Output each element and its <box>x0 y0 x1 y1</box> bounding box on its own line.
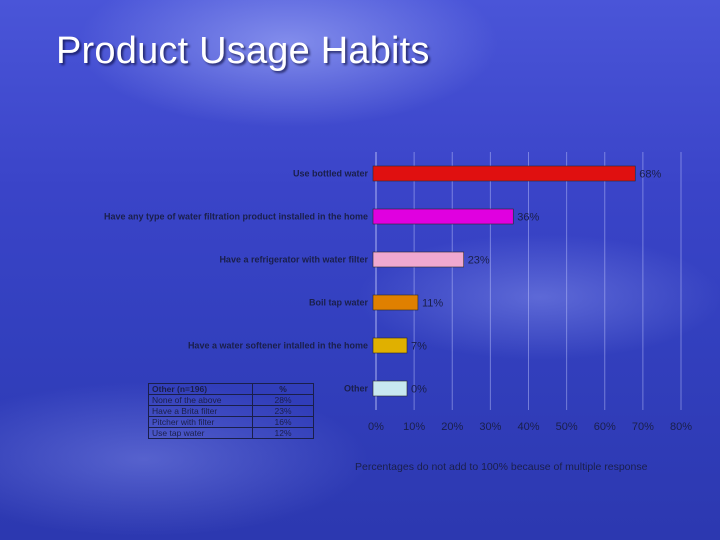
table-cell-label: Have a Brita filter <box>148 405 253 417</box>
x-tick-label: 30% <box>479 421 501 433</box>
bar <box>372 251 464 268</box>
chart-footnote: Percentages do not add to 100% because o… <box>355 461 648 473</box>
category-label: Use bottled water <box>293 169 369 179</box>
category-label: Boil tap water <box>309 298 369 308</box>
table-cell-label: Use tap water <box>148 427 253 439</box>
category-label: Have any type of water filtration produc… <box>104 212 368 222</box>
x-tick-label: 40% <box>517 421 539 433</box>
table-cell-pct: 23% <box>252 405 314 417</box>
table-cell-label: None of the above <box>148 394 253 406</box>
table-cell-pct: 12% <box>252 427 314 439</box>
other-responses-table: Other (n=196) % None of the above 28% Ha… <box>148 383 314 439</box>
data-label: 0% <box>411 384 427 396</box>
x-tick-label: 60% <box>594 421 616 433</box>
other-table-header: Other (n=196) % <box>148 383 314 395</box>
x-tick-label: 20% <box>441 421 463 433</box>
category-label: Have a refrigerator with water filter <box>219 255 368 265</box>
data-label: 36% <box>517 212 539 224</box>
table-cell-label: Pitcher with filter <box>148 416 253 428</box>
slide-title: Product Usage Habits <box>56 30 430 72</box>
bar <box>372 380 408 397</box>
x-tick-label: 0% <box>368 421 384 433</box>
table-cell-pct: 16% <box>252 416 314 428</box>
bar <box>372 208 514 225</box>
data-label: 68% <box>639 169 661 181</box>
table-row: None of the above 28% <box>148 394 314 406</box>
other-table-header-label: Other (n=196) <box>148 383 253 395</box>
table-row: Pitcher with filter 16% <box>148 416 314 428</box>
data-label: 11% <box>422 298 443 310</box>
category-label: Have a water softener intalled in the ho… <box>188 341 368 351</box>
data-label: 7% <box>411 341 427 353</box>
bar <box>372 294 419 311</box>
category-label: Other <box>344 384 369 394</box>
bar <box>372 165 636 182</box>
table-row: Use tap water 12% <box>148 427 314 439</box>
x-tick-label: 50% <box>556 421 578 433</box>
data-label: 23% <box>468 255 490 267</box>
x-tick-label: 80% <box>670 421 692 433</box>
other-table-header-pct: % <box>252 383 314 395</box>
table-cell-pct: 28% <box>252 394 314 406</box>
bar <box>372 337 408 354</box>
x-tick-label: 70% <box>632 421 654 433</box>
x-tick-label: 10% <box>403 421 425 433</box>
table-row: Have a Brita filter 23% <box>148 405 314 417</box>
